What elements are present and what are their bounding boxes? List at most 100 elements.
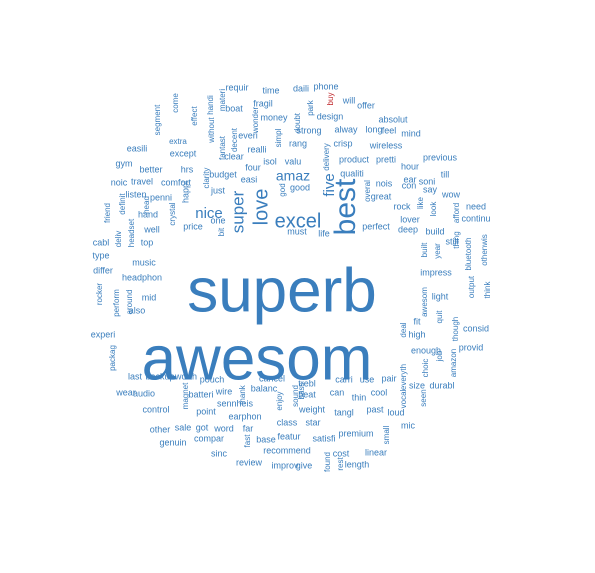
cloud-word-think: think <box>483 281 492 299</box>
cloud-word-sound: sound <box>291 385 300 407</box>
cloud-word-travel: travel <box>131 176 153 186</box>
cloud-word-deliv: deliv <box>114 231 123 247</box>
cloud-word-wireless: wireless <box>369 140 403 150</box>
cloud-word-sinc: sinc <box>211 448 228 458</box>
cloud-word-experi: experi <box>91 329 116 339</box>
cloud-word-though: though <box>451 317 460 341</box>
cloud-word-magnet: magnet <box>181 382 190 409</box>
cloud-word-tangl: tangl <box>334 407 354 417</box>
cloud-word-hand: hand <box>138 209 158 219</box>
cloud-word-design: design <box>317 111 344 121</box>
cloud-word-high: high <box>408 329 425 339</box>
cloud-word-point: point <box>196 406 216 416</box>
cloud-word-noic: noic <box>111 177 128 187</box>
cloud-word-comfort: comfort <box>161 177 192 187</box>
cloud-word-everi: everi <box>238 130 258 140</box>
cloud-word-friend: friend <box>103 203 112 223</box>
cloud-word-found: found <box>323 452 332 472</box>
cloud-word-good: good <box>290 182 310 192</box>
cloud-word-choic: choic <box>421 359 430 378</box>
cloud-word-better: better <box>139 164 162 174</box>
cloud-word-five: five <box>321 173 338 196</box>
cloud-word-use: use <box>360 374 375 384</box>
cloud-word-type: type <box>92 250 109 260</box>
cloud-word-super: super <box>228 190 247 233</box>
cloud-word-rocker: rocker <box>95 283 104 306</box>
cloud-word-wow: wow <box>441 189 461 199</box>
cloud-word-give: give <box>296 460 313 470</box>
cloud-word-valu: valu <box>285 156 302 166</box>
cloud-word-qualiti: qualiti <box>340 168 364 178</box>
cloud-word-excel: excel <box>275 210 322 232</box>
cloud-word-length: length <box>345 459 370 469</box>
cloud-word-time: time <box>262 85 279 95</box>
cloud-word-last: last <box>128 371 143 381</box>
cloud-word-around: around <box>125 290 134 315</box>
cloud-word-soni: soni <box>419 176 436 186</box>
cloud-word-must: must <box>287 226 307 236</box>
cloud-word-quit: quit <box>435 310 444 324</box>
cloud-word-deal: deal <box>399 322 408 337</box>
cloud-word-satisfi: satisfi <box>312 433 335 443</box>
cloud-word-head: head <box>142 196 151 214</box>
cloud-word-base: base <box>256 434 276 444</box>
cloud-word-mid: mid <box>142 292 157 302</box>
cloud-word-superb: superb <box>187 256 377 325</box>
cloud-word-god: god <box>278 183 287 196</box>
cloud-word-awesom: awesom <box>142 324 373 393</box>
cloud-word-love: love <box>250 189 272 226</box>
cloud-word-previous: previous <box>423 152 458 162</box>
cloud-word-money: money <box>260 112 288 122</box>
cloud-word-mic: mic <box>401 420 415 430</box>
cloud-word-life: life <box>318 228 330 238</box>
cloud-word-like: like <box>416 196 425 209</box>
cloud-word-come: come <box>171 93 180 113</box>
cloud-word-price: price <box>183 221 203 231</box>
cloud-word-improv: improv <box>271 460 299 470</box>
cloud-word-enjoy: enjoy <box>275 391 284 410</box>
cloud-word-thank: thank <box>238 384 247 405</box>
cloud-word-fit: fit <box>413 316 421 326</box>
cloud-word-materi: materi <box>218 89 227 111</box>
cloud-word-doubt: doubt <box>293 112 302 133</box>
cloud-word-best: best <box>329 178 362 235</box>
cloud-word-enough: enough <box>411 345 441 355</box>
cloud-word-delivery: delivery <box>322 143 331 171</box>
cloud-word-rang: rang <box>289 138 307 148</box>
cloud-word-loud: loud <box>387 407 404 417</box>
cloud-word-rock: rock <box>393 201 411 211</box>
cloud-word-great: great <box>371 191 392 201</box>
cloud-word-weight: weight <box>298 404 326 414</box>
cloud-word-crisp: crisp <box>333 138 352 148</box>
cloud-word-everyth: everyth <box>399 364 408 390</box>
cloud-word-recommend: recommend <box>263 445 311 455</box>
cloud-word-bit: bit <box>217 227 226 236</box>
cloud-word-music: music <box>132 257 156 267</box>
cloud-word-awesom: awesom <box>420 287 429 317</box>
cloud-word-differ: differ <box>93 265 113 275</box>
cloud-word-year: year <box>433 243 442 259</box>
cloud-word-well: well <box>143 224 160 234</box>
cloud-word-hour: hour <box>401 161 419 171</box>
cloud-word-perform: perform <box>112 289 121 317</box>
cloud-word-nice: nice <box>195 205 223 222</box>
cloud-word-realli: realli <box>247 144 266 154</box>
cloud-word-packag: packag <box>108 345 117 371</box>
cloud-word-thin: thin <box>352 392 367 402</box>
cloud-word-provid: provid <box>459 342 484 352</box>
cloud-word-clarity: clarity <box>202 168 211 189</box>
cloud-word-say: say <box>423 184 438 194</box>
cloud-word-compar: compar <box>194 433 224 443</box>
cloud-word-segment: segment <box>153 104 162 135</box>
cloud-word-sennheis: sennheis <box>217 398 254 408</box>
cloud-word-gym: gym <box>115 158 132 168</box>
cloud-word-headphon: headphon <box>122 272 162 282</box>
cloud-word-far: far <box>243 423 254 433</box>
cloud-word-look: look <box>429 201 438 217</box>
cloud-word-easili: easili <box>127 143 148 153</box>
cloud-word-daili: daili <box>293 83 309 93</box>
cloud-word-light: light <box>432 291 449 301</box>
cloud-word-perfect: perfect <box>362 221 390 231</box>
cloud-word-product: product <box>339 154 370 164</box>
cloud-word-control: control <box>142 404 169 414</box>
